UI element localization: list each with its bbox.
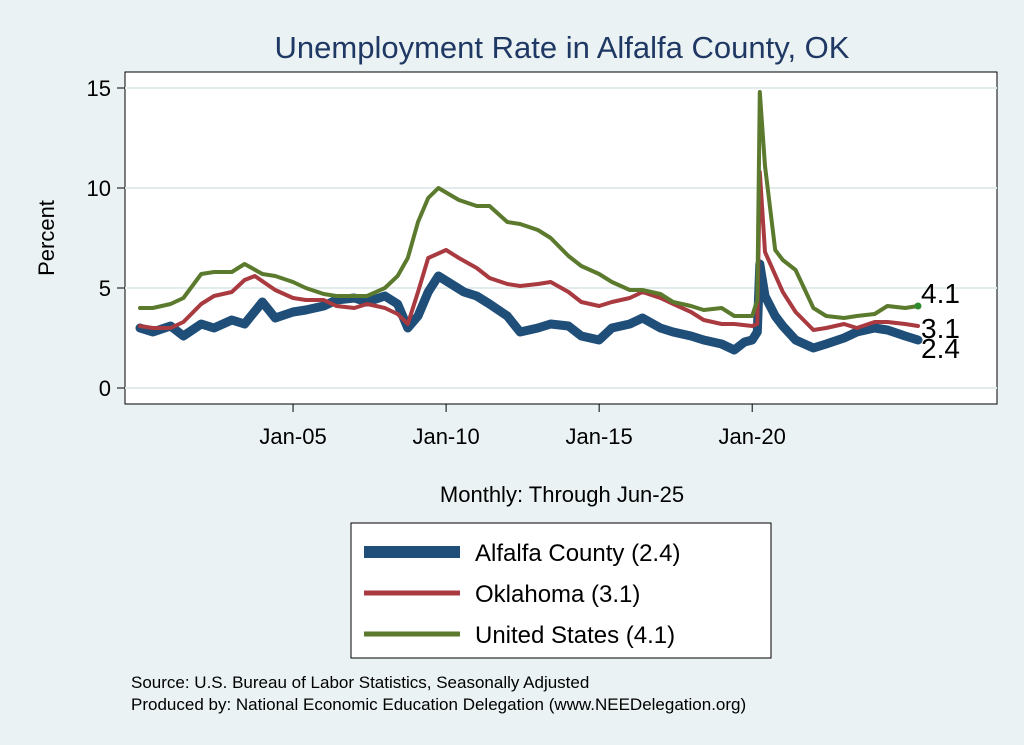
legend-label-2: United States (4.1) <box>475 622 675 649</box>
source-line-2: Produced by: National Economic Education… <box>131 695 746 714</box>
y-tick-label: 10 <box>87 176 111 201</box>
end-label-1: 3.1 <box>921 313 960 344</box>
legend: Alfalfa County (2.4) Oklahoma (3.1) United… <box>364 540 680 649</box>
y-axis: 0 5 10 15 <box>87 76 125 401</box>
series-line-0 <box>135 259 923 355</box>
y-tick-label: 0 <box>99 376 111 401</box>
legend-label-1: Oklahoma (3.1) <box>475 581 640 608</box>
series-lines <box>135 90 923 355</box>
x-tick-label: Jan-05 <box>259 424 326 449</box>
x-axis-label: Monthly: Through Jun-25 <box>440 482 684 507</box>
plot-area <box>124 71 998 405</box>
x-tick-label: Jan-15 <box>566 424 633 449</box>
us-end-marker <box>914 302 922 310</box>
legend-label-0: Alfalfa County (2.4) <box>475 540 680 567</box>
source-line-1: Source: U.S. Bureau of Labor Statistics,… <box>131 673 589 692</box>
end-label-0: 2.4 <box>921 333 960 364</box>
y-tick-label: 5 <box>99 276 111 301</box>
series-line-2 <box>138 90 920 320</box>
x-axis: Jan-05 Jan-10 Jan-15 Jan-20 <box>259 404 786 449</box>
end-label-2: 4.1 <box>921 278 960 309</box>
series-line-1 <box>138 170 920 332</box>
x-tick-label: Jan-20 <box>719 424 786 449</box>
end-labels: 2.43.1 4.1 <box>921 278 960 364</box>
y-tick-label: 15 <box>87 76 111 101</box>
y-axis-label: Percent <box>34 200 59 276</box>
x-tick-label: Jan-10 <box>412 424 479 449</box>
chart-title: Unemployment Rate in Alfalfa County, OK <box>275 30 850 65</box>
